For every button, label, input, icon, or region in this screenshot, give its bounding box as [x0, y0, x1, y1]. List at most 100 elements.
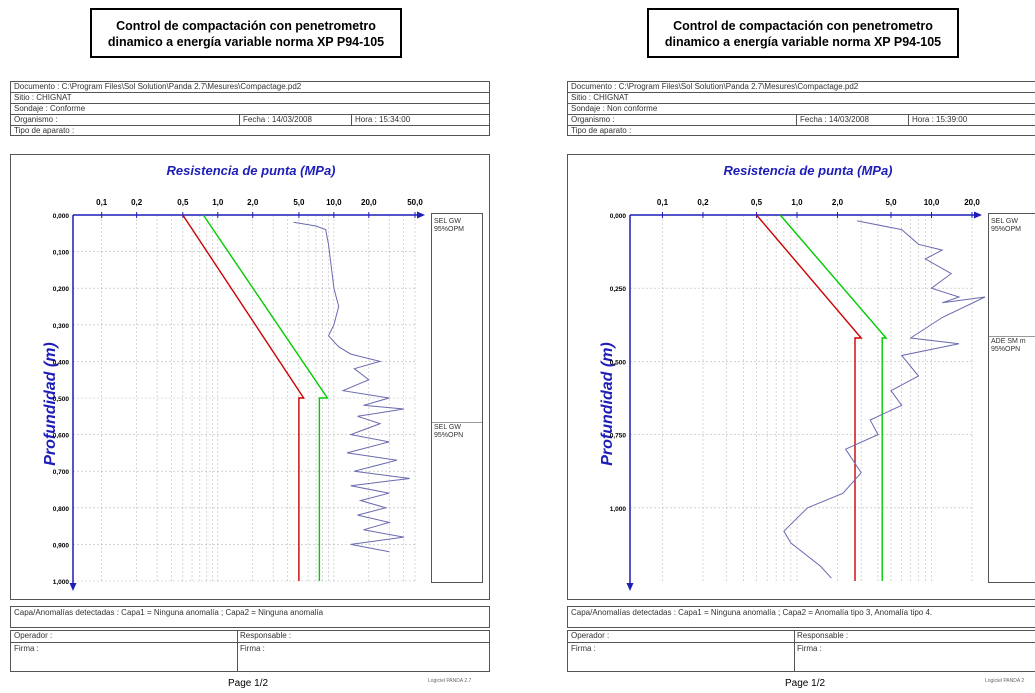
- y-tick-label: 0,900: [53, 542, 70, 549]
- y-tick-label: 0,100: [53, 250, 70, 257]
- chart-title: Resistencia de punta (MPa): [166, 163, 336, 178]
- y-tick-label: 0,500: [610, 359, 627, 366]
- x-tick-label: 0,2: [697, 198, 709, 207]
- firma-label: Firma :: [14, 644, 39, 653]
- responsable-column: Responsable : Firma :: [794, 631, 1035, 671]
- organismo-row: Organismo : Fecha : 14/03/2008 Hora : 15…: [10, 114, 490, 125]
- report-title: Control de compactación con penetrometro…: [90, 8, 402, 58]
- report-2: Control de compactación con penetrometro…: [567, 0, 1035, 693]
- layer-label: ADE SM m 95%OPN: [991, 338, 1026, 353]
- x-tick-label: 1,0: [212, 198, 224, 207]
- series-line-0: [182, 214, 306, 581]
- layer-label: SEL GW 95%OPN: [434, 424, 464, 439]
- report-title: Control de compactación con penetrometro…: [647, 8, 959, 58]
- info-table: Documento : C:\Program Files\Sol Solutio…: [567, 81, 1035, 136]
- y-tick-label: 1,000: [53, 579, 70, 586]
- x-tick-label: 1,0: [791, 198, 803, 207]
- series-line-1: [779, 214, 888, 581]
- page-number: Page 1/2: [228, 678, 269, 689]
- anomalies-box: Capa/Anomalías detectadas : Capa1 = Ning…: [567, 606, 1035, 628]
- documento-row: Documento : C:\Program Files\Sol Solutio…: [567, 81, 1035, 92]
- tipo-row: Tipo de aparato :: [10, 125, 490, 136]
- fecha-value: Fecha : 14/03/2008: [239, 115, 312, 125]
- layer-divider: [989, 336, 1035, 337]
- y-tick-label: 0,250: [610, 286, 627, 293]
- responsable-column: Responsable : Firma :: [237, 631, 489, 671]
- plot-area: Resistencia de punta (MPa) Profundidad (…: [10, 154, 490, 600]
- title-line-1: Control de compactación con penetrometro: [673, 19, 933, 33]
- info-table: Documento : C:\Program Files\Sol Solutio…: [10, 81, 490, 136]
- title-line-2: dinamico a energía variable norma XP P94…: [107, 35, 385, 49]
- operador-label: Operador :: [11, 631, 237, 643]
- documento-row: Documento : C:\Program Files\Sol Solutio…: [10, 81, 490, 92]
- firma-label: Firma :: [240, 644, 265, 653]
- y-tick-label: 0,800: [53, 506, 70, 513]
- layer-column: SEL GW 95%OPM ADE SM m 95%OPN: [988, 213, 1035, 583]
- operador-label: Operador :: [568, 631, 794, 643]
- layer-label: SEL GW 95%OPM: [991, 218, 1021, 233]
- software-label: Logiciel PANDA 2: [985, 678, 1025, 684]
- series-line-1: [202, 214, 329, 581]
- x-tick-label: 0,5: [177, 198, 189, 207]
- x-tick-label: 10,0: [924, 198, 940, 207]
- y-tick-label: 0,500: [53, 396, 70, 403]
- x-tick-label: 5,0: [885, 198, 897, 207]
- y-axis-arrow: [626, 583, 634, 591]
- x-axis-arrow: [417, 211, 425, 219]
- series-line-0: [755, 214, 863, 581]
- sondaje-row: Sondaje : Conforme: [10, 103, 490, 114]
- organismo-row: Organismo : Fecha : 14/03/2008 Hora : 15…: [567, 114, 1035, 125]
- sitio-row: Sitio : CHIGNAT: [10, 92, 490, 103]
- x-tick-label: 20,0: [964, 198, 980, 207]
- firma-label: Firma :: [797, 644, 822, 653]
- series-line-2: [293, 221, 410, 553]
- operador-column: Operador : Firma :: [11, 631, 238, 671]
- layer-label: SEL GW 95%OPM: [434, 218, 464, 233]
- operador-column: Operador : Firma :: [568, 631, 795, 671]
- software-label: Logiciel PANDA 2.7: [428, 678, 472, 684]
- chart-title: Resistencia de punta (MPa): [723, 163, 893, 178]
- layer-column: SEL GW 95%OPM SEL GW 95%OPN: [431, 213, 483, 583]
- y-tick-label: 0,000: [610, 213, 627, 220]
- firma-label: Firma :: [571, 644, 596, 653]
- y-tick-label: 0,700: [53, 469, 70, 476]
- chart-svg: 0,000 0,250 0,500 0,750 1,000 0,1 0,2 0,5 1,0 2,0…: [610, 198, 986, 591]
- x-tick-label: 50,0: [407, 198, 423, 207]
- signature-box: Operador : Firma : Responsable : Firma :: [567, 630, 1035, 672]
- layer-divider: [432, 422, 482, 423]
- title-line-2: dinamico a energía variable norma XP P94…: [664, 35, 942, 49]
- chart-svg: 0,000 0,100 0,200 0,300 0,400 0,500 0,600 0,700…: [53, 198, 425, 591]
- page-number: Page 1/2: [785, 678, 826, 689]
- y-tick-label: 0,600: [53, 433, 70, 440]
- responsable-label: Responsable :: [794, 631, 1035, 643]
- plot-area: Resistencia de punta (MPa) Profundidad (…: [567, 154, 1035, 600]
- y-tick-label: 1,000: [610, 506, 627, 513]
- fecha-value: Fecha : 14/03/2008: [796, 115, 869, 125]
- tipo-row: Tipo de aparato :: [567, 125, 1035, 136]
- x-tick-label: 2,0: [832, 198, 844, 207]
- anomalies-box: Capa/Anomalías detectadas : Capa1 = Ning…: [10, 606, 490, 628]
- x-tick-label: 0,1: [657, 198, 669, 207]
- y-tick-label: 0,300: [53, 323, 70, 330]
- title-line-1: Control de compactación con penetrometro: [116, 19, 376, 33]
- y-tick-label: 0,750: [610, 433, 627, 440]
- responsable-label: Responsable :: [237, 631, 489, 643]
- x-tick-label: 0,2: [131, 198, 143, 207]
- sondaje-row: Sondaje : Non conforme: [567, 103, 1035, 114]
- sitio-row: Sitio : CHIGNAT: [567, 92, 1035, 103]
- x-tick-label: 0,5: [751, 198, 763, 207]
- y-tick-label: 0,200: [53, 286, 70, 293]
- report-1: Control de compactación con penetrometro…: [10, 0, 490, 693]
- y-tick-label: 0,000: [53, 213, 70, 220]
- x-tick-label: 0,1: [96, 198, 108, 207]
- y-axis-arrow: [69, 583, 77, 591]
- series-line-2: [783, 220, 986, 579]
- hora-value: Hora : 15:34:00: [351, 115, 410, 125]
- organismo-label: Organismo :: [14, 115, 58, 124]
- x-tick-label: 2,0: [247, 198, 259, 207]
- x-tick-label: 20,0: [361, 198, 377, 207]
- y-tick-label: 0,400: [53, 359, 70, 366]
- x-axis-arrow: [974, 211, 982, 219]
- organismo-label: Organismo :: [571, 115, 615, 124]
- x-tick-label: 10,0: [326, 198, 342, 207]
